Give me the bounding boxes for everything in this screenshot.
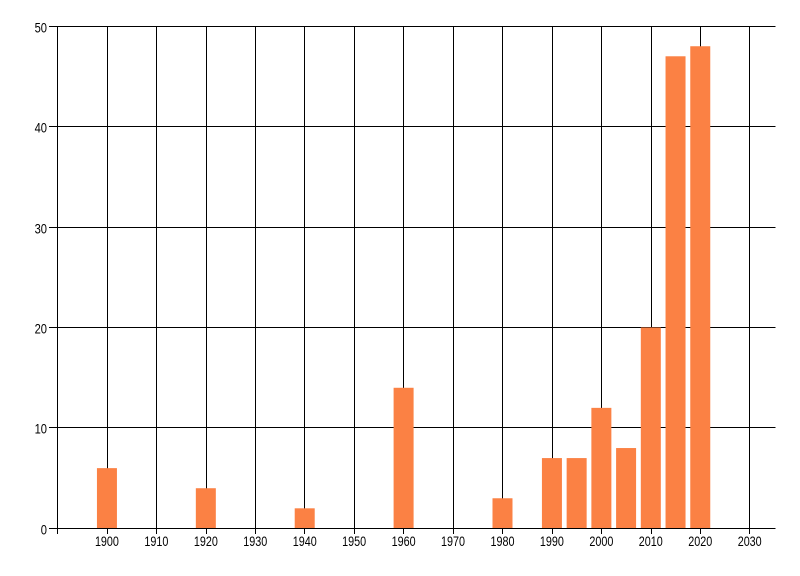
svg-text:1990: 1990	[540, 533, 564, 549]
svg-text:1980: 1980	[490, 533, 514, 549]
svg-text:20: 20	[35, 320, 48, 336]
svg-text:2000: 2000	[589, 533, 613, 549]
svg-text:40: 40	[35, 119, 48, 135]
svg-text:10: 10	[35, 420, 48, 436]
svg-text:1970: 1970	[441, 533, 465, 549]
svg-text:1920: 1920	[194, 533, 218, 549]
svg-text:50: 50	[35, 19, 48, 35]
svg-text:1910: 1910	[144, 533, 168, 549]
svg-text:2010: 2010	[639, 533, 663, 549]
svg-text:2020: 2020	[688, 533, 712, 549]
svg-text:0: 0	[41, 521, 47, 537]
svg-text:1900: 1900	[95, 533, 119, 549]
svg-text:30: 30	[35, 220, 48, 236]
svg-text:1960: 1960	[392, 533, 416, 549]
svg-text:1940: 1940	[293, 533, 317, 549]
svg-text:1950: 1950	[342, 533, 366, 549]
svg-text:2030: 2030	[738, 533, 762, 549]
svg-text:1930: 1930	[243, 533, 267, 549]
